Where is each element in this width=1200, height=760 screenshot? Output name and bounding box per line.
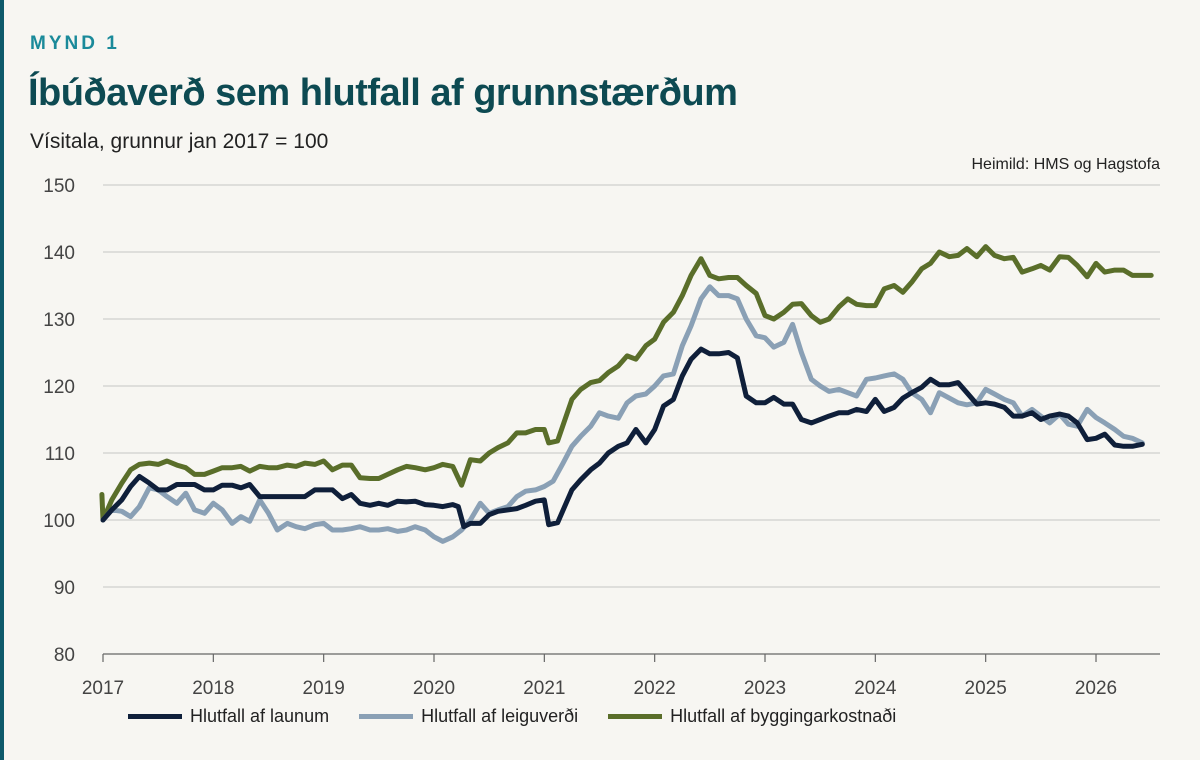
legend-item: Hlutfall af leiguverði — [359, 706, 578, 727]
series-line — [100, 346, 1145, 530]
chart-title: Íbúðaverð sem hlutfall af grunnstærðum — [28, 72, 738, 114]
x-axis-ticks: 2017 2018 2019 2020 2021 2022 2023 2024 2025 2026 — [82, 654, 1117, 699]
y-tick-label: 120 — [43, 377, 75, 398]
y-tick-label: 130 — [43, 310, 75, 331]
x-tick-label: 2025 — [965, 678, 1007, 699]
x-tick-label: 2023 — [744, 678, 786, 699]
source-note: Heimild: HMS og Hagstofa — [971, 156, 1160, 173]
chart-subtitle: Vísitala, grunnur jan 2017 = 100 — [30, 130, 329, 153]
y-tick-label: 90 — [54, 578, 75, 599]
legend-label: Hlutfall af launum — [190, 706, 330, 726]
legend-label: Hlutfall af leiguverði — [421, 706, 579, 726]
y-tick-label: 140 — [43, 243, 75, 264]
legend-label: Hlutfall af byggingarkostnaði — [670, 706, 897, 726]
legend-item: Hlutfall af launum — [128, 706, 329, 727]
x-tick-label: 2021 — [523, 678, 565, 699]
accent-bar — [0, 0, 4, 760]
x-tick-label: 2024 — [854, 678, 897, 699]
x-tick-label: 2017 — [82, 678, 124, 699]
legend-swatch — [128, 714, 182, 719]
figure-label: MYND 1 — [30, 33, 120, 54]
legend: Hlutfall af launum Hlutfall af leiguverði… — [128, 706, 896, 727]
x-tick-label: 2026 — [1075, 678, 1117, 699]
series-line — [99, 244, 1154, 523]
legend-swatch — [608, 714, 663, 719]
legend-swatch — [359, 714, 414, 719]
y-tick-label: 150 — [43, 176, 75, 197]
grid-lines — [103, 184, 1160, 655]
x-tick-label: 2022 — [634, 678, 676, 699]
y-axis-ticks: 80 90 100 110 120 130 140 150 — [43, 176, 75, 666]
y-tick-label: 80 — [54, 645, 75, 666]
y-tick-label: 110 — [45, 444, 75, 465]
legend-item: Hlutfall af byggingarkostnaði — [608, 706, 896, 727]
series-lines — [99, 244, 1154, 544]
x-tick-label: 2019 — [303, 678, 345, 699]
x-tick-label: 2018 — [192, 678, 234, 699]
x-tick-label: 2020 — [413, 678, 455, 699]
y-tick-label: 100 — [43, 511, 75, 532]
series-line — [100, 284, 1145, 544]
